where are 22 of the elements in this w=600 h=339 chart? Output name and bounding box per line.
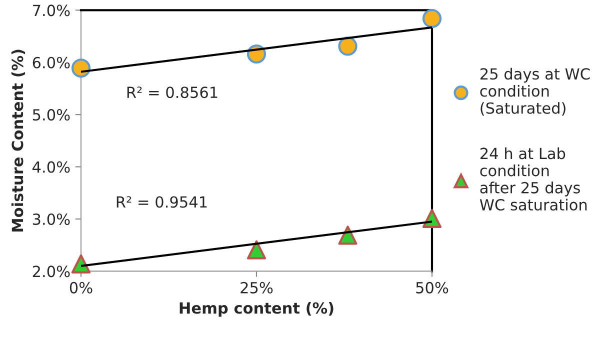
- x-tick-label: 0%: [70, 282, 92, 294]
- y-tick-label: 3.0%: [32, 213, 70, 226]
- y-tick-label: 4.0%: [32, 161, 70, 173]
- point: [71, 58, 91, 78]
- point: [71, 254, 91, 274]
- annotation: R² = 0.8561: [127, 86, 218, 98]
- x-axis-title: Hemp content (%): [180, 302, 334, 317]
- point: [338, 226, 358, 245]
- y-tick-label: 5.0%: [32, 109, 70, 121]
- y-axis-title: Moisture Content (%): [11, 50, 26, 232]
- point: [338, 36, 358, 56]
- legend-label: 24 h at Lab condition after 25 days WC saturation: [480, 147, 587, 211]
- annotation: R² = 0.9541: [116, 196, 207, 208]
- legend-label: 25 days at WC condition (Saturated): [480, 68, 590, 116]
- y-tick-label: 2.0%: [32, 266, 70, 278]
- x-tick-label: 25%: [240, 282, 273, 294]
- point: [422, 208, 442, 228]
- point: [422, 8, 442, 28]
- y-tick-label: 6.0%: [32, 56, 70, 68]
- y-tick-label: 7.0%: [33, 4, 70, 16]
- point: [246, 240, 266, 260]
- x-tick-label: 50%: [416, 282, 448, 294]
